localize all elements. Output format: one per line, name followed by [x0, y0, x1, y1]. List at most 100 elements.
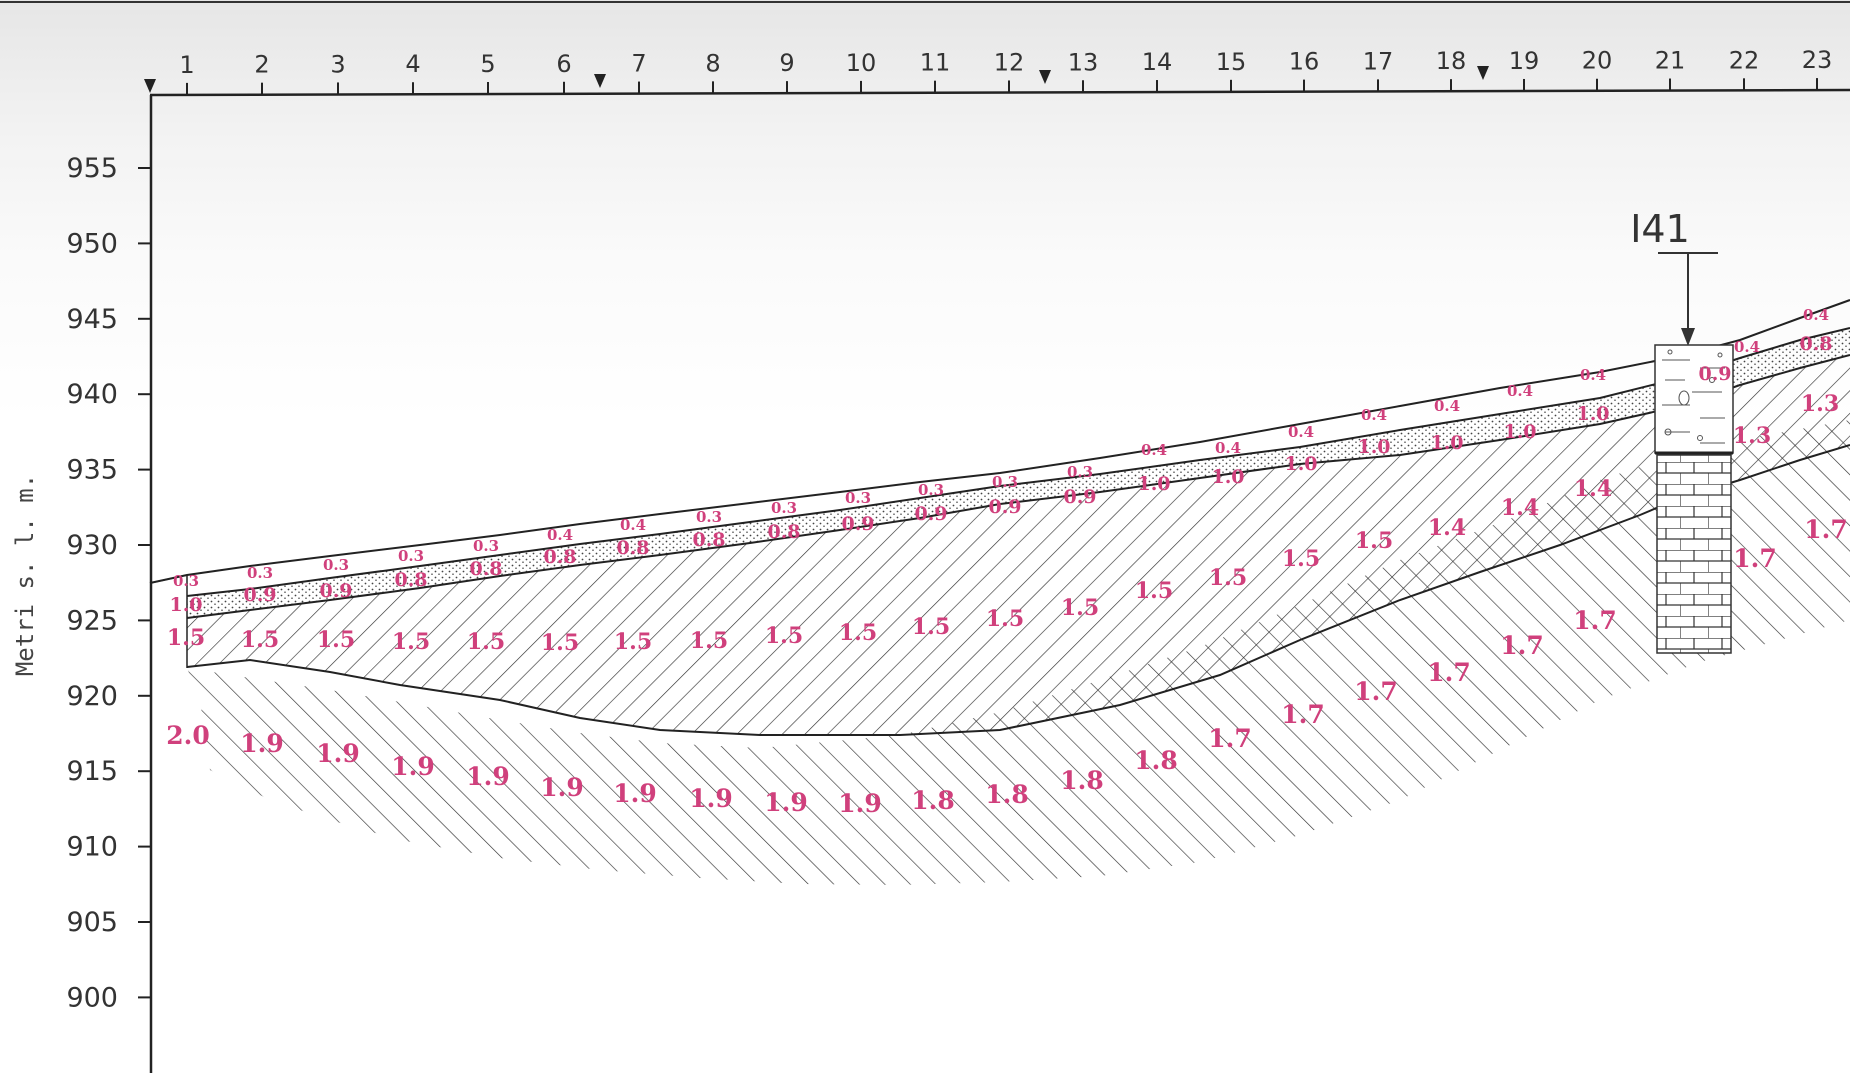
x-tick-label: 20 — [1582, 47, 1613, 75]
second-layer-label: 0.9 — [988, 496, 1021, 518]
lower-hatched-layer — [187, 420, 1850, 885]
third-layer-label: 1.4 — [1501, 495, 1539, 521]
third-layer-label: 1.5 — [1061, 595, 1099, 621]
sandy-layer — [186, 327, 1850, 619]
top-layer-label: 0.3 — [845, 489, 871, 507]
y-tick-label: 935 — [66, 455, 118, 486]
top-layer-label: 0.4 — [1580, 366, 1606, 384]
second-layer-label: 0.8 — [543, 546, 576, 568]
fourth-layer-label: 1.9 — [391, 752, 435, 781]
fourth-layer-label: 1.9 — [466, 762, 510, 791]
x-tick-label: 17 — [1363, 47, 1394, 75]
third-layer-label: 1.5 — [1355, 528, 1393, 554]
top-layer-label: 0.3 — [323, 556, 349, 574]
third-layer-label: 1.5 — [912, 614, 950, 640]
top-layer-label: 0.3 — [771, 499, 797, 517]
second-layer-label: 0.9 — [1063, 486, 1096, 508]
y-tick-label: 945 — [66, 304, 118, 335]
second-layer-label: 0.8 — [394, 569, 427, 591]
second-layer-label: 0.8 — [616, 537, 649, 559]
x-tick-label: 4 — [405, 50, 420, 78]
x-tick-label: 18 — [1436, 47, 1467, 75]
third-layer-label: 1.5 — [167, 625, 205, 651]
second-layer-label: 0.9 — [841, 513, 874, 535]
top-layer-label: 0.4 — [1803, 306, 1829, 324]
x-tick-label: 2 — [254, 51, 269, 79]
second-layer-label: 0.8 — [767, 521, 800, 543]
fourth-layer-label: 1.9 — [764, 788, 808, 817]
marker-triangle — [594, 74, 606, 88]
second-layer-label: 1.0 — [1284, 453, 1317, 475]
layer-labels: 0.3 0.3 0.3 0.3 0.3 0.4 0.4 0.3 0.3 0.3 0.3 0.3 0.3 0… — [166, 306, 1848, 818]
third-layer-label: 1.5 — [317, 627, 355, 653]
fourth-layer-label: 1.7 — [1281, 700, 1325, 729]
x-tick-label: 12 — [994, 48, 1025, 76]
third-layer-label: 1.5 — [467, 629, 505, 655]
well-label: I41 — [1630, 207, 1690, 251]
top-layer-label: 0.4 — [1507, 382, 1533, 400]
top-layer-label: 0.3 — [173, 572, 199, 590]
y-tick-label: 950 — [66, 228, 118, 259]
third-layer-label: 1.5 — [1135, 578, 1173, 604]
third-layer-label: 1.5 — [614, 629, 652, 655]
fourth-layer-label: 2.0 — [166, 721, 210, 750]
marker-triangle — [1477, 66, 1489, 80]
third-layer-label: 1.5 — [392, 629, 430, 655]
fourth-layer-label: 1.9 — [540, 773, 584, 802]
y-tick-label: 930 — [66, 530, 118, 561]
second-layer-label: 0.9 — [243, 584, 276, 606]
second-layer-label: 1.0 — [1576, 403, 1609, 425]
x-tick-label: 8 — [705, 49, 720, 77]
top-layer-label: 0.4 — [1734, 338, 1760, 356]
y-axis-title: Metri s. l. m. — [11, 474, 39, 676]
second-layer-label: 1.0 — [169, 594, 202, 616]
fourth-layer-label: 1.7 — [1804, 515, 1848, 544]
top-layer-label: 0.3 — [992, 473, 1018, 491]
fourth-layer-label: 1.8 — [911, 786, 955, 815]
fourth-layer-label: 1.7 — [1573, 606, 1617, 635]
top-layer-label: 0.4 — [1361, 406, 1387, 424]
top-layer-label: 0.4 — [1288, 423, 1314, 441]
third-layer-label: 1.5 — [765, 623, 803, 649]
x-tick-label: 15 — [1216, 48, 1247, 76]
x-tick-label: 5 — [480, 50, 495, 78]
fourth-layer-label: 1.8 — [1060, 766, 1104, 795]
y-axis-ticks: 955 950 945 940 935 930 925 920 915 910 905 900 — [66, 153, 151, 1013]
fourth-layer-label: 1.8 — [1134, 746, 1178, 775]
second-layer-label: 0.8 — [692, 529, 725, 551]
fourth-layer-label: 1.7 — [1208, 724, 1252, 753]
top-layer-label: 0.3 — [473, 537, 499, 555]
y-tick-label: 940 — [66, 379, 118, 410]
third-layer-label: 1.3 — [1733, 423, 1771, 449]
marker-triangle — [1039, 70, 1051, 84]
fourth-layer-label: 1.7 — [1427, 658, 1471, 687]
third-layer-label: 1.5 — [541, 630, 579, 656]
third-layer-label: 1.5 — [690, 628, 728, 654]
x-tick-label: 9 — [779, 49, 794, 77]
top-layer-label: 0.3 — [918, 481, 944, 499]
fourth-layer-label: 1.9 — [838, 789, 882, 818]
x-tick-label: 16 — [1289, 48, 1320, 76]
ground-surface — [149, 299, 1850, 668]
x-axis-line — [149, 88, 1850, 97]
fourth-layer-label: 1.9 — [316, 739, 360, 768]
y-tick-label: 905 — [66, 907, 118, 938]
x-tick-label: 6 — [556, 50, 571, 78]
top-layer-label: 0.4 — [547, 526, 573, 544]
x-axis-ticks: 1 2 3 4 5 6 7 8 9 10 11 12 13 14 15 16 17 18 19 20 21 22 23 — [179, 46, 1832, 95]
fourth-layer-label: 1.7 — [1733, 544, 1777, 573]
y-tick-label: 955 — [66, 153, 118, 184]
fourth-layer-label: 1.7 — [1354, 677, 1398, 706]
x-tick-label: 13 — [1068, 48, 1099, 76]
fourth-layer-label: 1.8 — [985, 780, 1029, 809]
y-tick-label: 915 — [66, 756, 118, 787]
x-tick-label: 1 — [179, 51, 194, 79]
third-layer-label: 1.4 — [1428, 515, 1466, 541]
top-layer-label: 0.4 — [1141, 441, 1167, 459]
top-layer-label: 0.3 — [398, 547, 424, 565]
third-layer-label: 1.5 — [241, 627, 279, 653]
second-layer-label: 1.0 — [1503, 421, 1536, 443]
third-layer-label: 1.5 — [1282, 546, 1320, 572]
